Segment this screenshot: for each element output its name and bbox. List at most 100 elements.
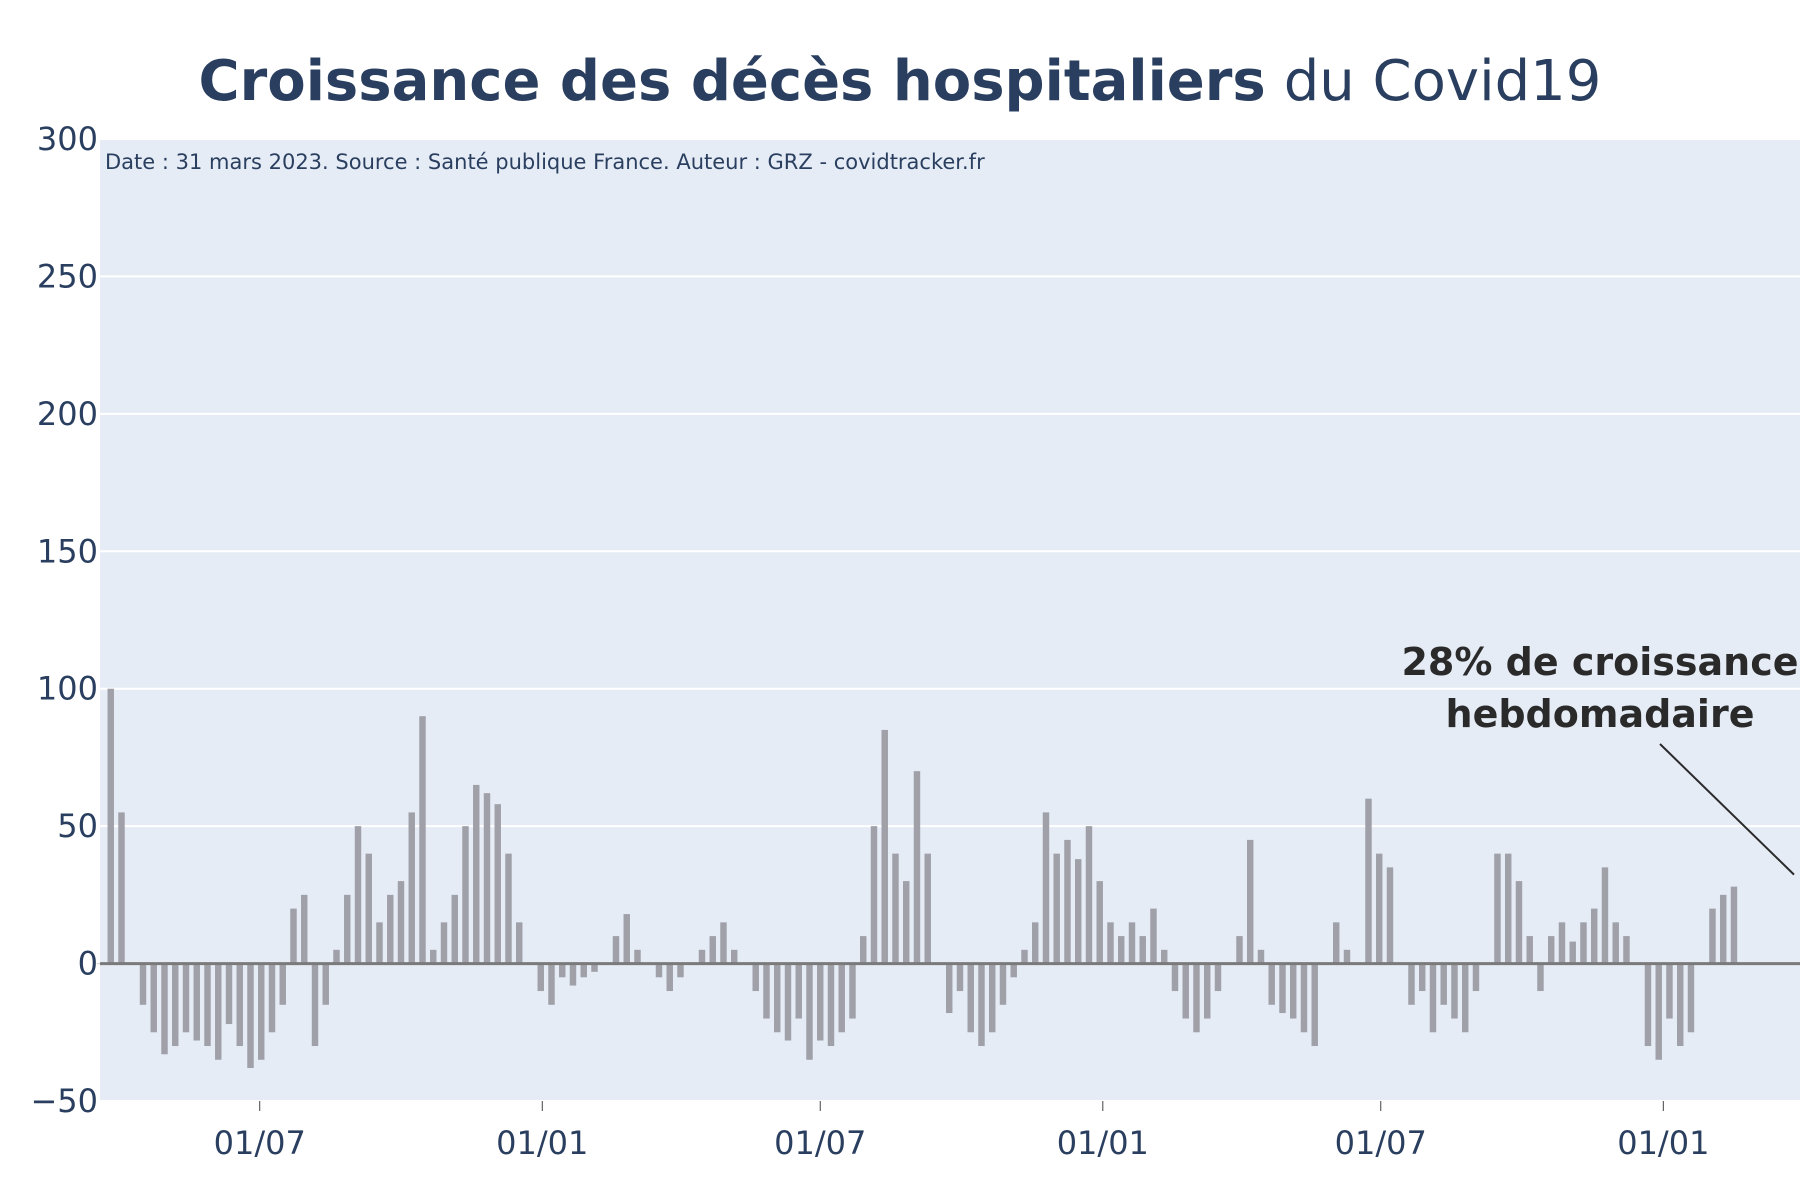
bar (1279, 963, 1286, 1014)
bar (731, 949, 738, 964)
bar (1128, 922, 1136, 964)
bar (365, 853, 372, 964)
bar (430, 949, 437, 964)
bar (1386, 867, 1394, 964)
bar (860, 936, 867, 964)
bar (118, 812, 125, 964)
bar (913, 771, 921, 964)
bar (1601, 867, 1609, 964)
bar (322, 963, 329, 1005)
bar (1365, 798, 1372, 964)
bar (1042, 812, 1050, 964)
bar (440, 922, 448, 964)
bar (419, 716, 426, 964)
x-tick-label: 01/07 (214, 1124, 306, 1162)
bar (1118, 936, 1125, 964)
bar (1504, 853, 1512, 964)
bar (795, 963, 802, 1019)
bar (1075, 859, 1082, 964)
bar (1709, 908, 1716, 964)
bar (1032, 922, 1039, 964)
bar (1343, 949, 1351, 964)
bar (1451, 963, 1458, 1019)
bar (1590, 908, 1598, 964)
bar (849, 963, 856, 1019)
bar (989, 963, 996, 1033)
bar (1472, 963, 1480, 992)
bar (720, 922, 727, 964)
bar (1290, 963, 1297, 1019)
source-note: Date : 31 mars 2023. Source : Santé publ… (105, 150, 985, 174)
bar (1644, 963, 1652, 1047)
bar (1139, 936, 1146, 964)
bar (1687, 963, 1695, 1033)
y-tick-label: 0 (78, 945, 98, 983)
bar (569, 963, 577, 986)
bar (387, 894, 394, 964)
bar (311, 963, 319, 1047)
bar (1569, 941, 1576, 964)
bar (838, 963, 845, 1033)
y-tick-label: 100 (37, 670, 98, 708)
bar (516, 922, 523, 964)
bar (247, 963, 254, 1069)
bar (978, 963, 985, 1047)
grid-lines (100, 138, 1800, 1102)
bar (333, 949, 340, 964)
bar (1182, 963, 1189, 1019)
bar (591, 963, 598, 972)
annotation-line-2: hebdomadaire (1446, 692, 1755, 736)
bar (505, 853, 512, 964)
bar (483, 793, 491, 964)
bar (1300, 963, 1308, 1033)
annotation: 28% de croissance hebdomadaire (1401, 640, 1799, 876)
bars (96, 688, 1738, 1069)
bar (537, 963, 544, 992)
x-tick-label: 01/07 (1335, 1124, 1427, 1162)
bar (397, 881, 405, 964)
y-tick-label: −50 (30, 1082, 98, 1120)
bar (806, 963, 813, 1060)
bar (967, 963, 974, 1033)
bar (107, 688, 114, 964)
bar (956, 963, 964, 992)
chart-title-bold: Croissance des décès hospitaliers (199, 49, 1266, 114)
bar (225, 963, 233, 1025)
bar (1515, 881, 1523, 964)
x-tick-label: 01/01 (1617, 1124, 1709, 1162)
bar (1021, 949, 1028, 964)
bar (666, 963, 673, 992)
y-tick-label: 200 (37, 395, 98, 433)
bar (1053, 853, 1060, 964)
bar (1494, 853, 1501, 964)
bar (1676, 963, 1684, 1047)
bar (1204, 963, 1211, 1019)
bar (698, 949, 706, 964)
bar (290, 908, 297, 964)
bar (204, 963, 211, 1047)
bar (1719, 894, 1727, 964)
y-tick-label: 250 (37, 257, 98, 295)
bar (634, 949, 641, 964)
bar (376, 922, 383, 964)
x-tick-label: 01/01 (496, 1124, 588, 1162)
y-tick-label: 300 (37, 120, 98, 158)
y-tick-label: 50 (57, 807, 98, 845)
bar (150, 963, 157, 1033)
bar (408, 812, 415, 964)
bar (268, 963, 276, 1033)
bar (1375, 853, 1383, 964)
bar (1247, 839, 1254, 964)
annotation-line-1: 28% de croissance (1401, 640, 1798, 684)
x-tick-label: 01/01 (1057, 1124, 1149, 1162)
bar (1623, 936, 1630, 964)
bar (258, 963, 265, 1060)
bar (1461, 963, 1469, 1033)
bar (752, 963, 759, 992)
bar (1064, 839, 1071, 964)
bar (892, 853, 899, 964)
bar (494, 804, 501, 964)
bar (451, 894, 458, 964)
bar (1161, 949, 1168, 964)
